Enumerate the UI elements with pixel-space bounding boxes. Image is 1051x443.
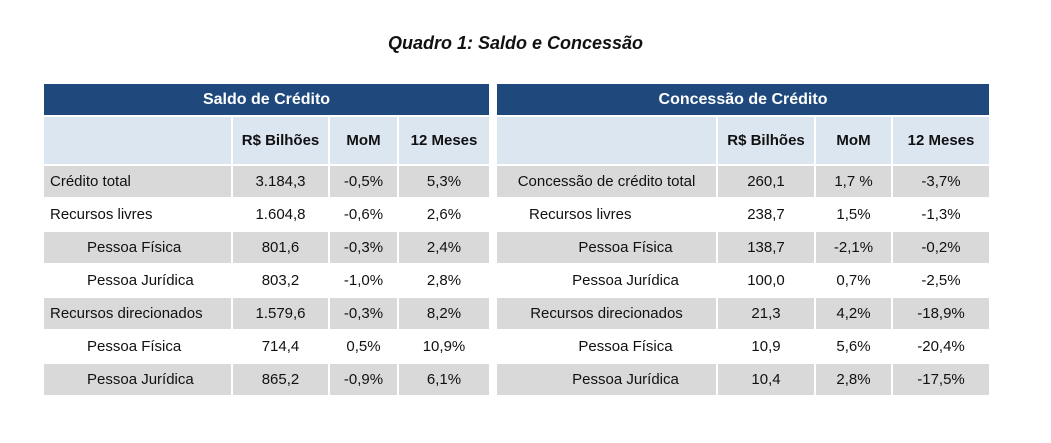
- cell-12-meses: -0,2%: [893, 232, 989, 263]
- table-row: Recursos direcionados 1.579,6 -0,3% 8,2%: [44, 298, 489, 329]
- row-label: Pessoa Jurídica: [44, 265, 231, 296]
- table-row: Pessoa Jurídica 803,2 -1,0% 2,8%: [44, 265, 489, 296]
- row-label: Pessoa Física: [497, 331, 716, 362]
- row-label: Concessão de crédito total: [497, 166, 716, 197]
- saldo-credito-header: Saldo de Crédito: [44, 84, 489, 115]
- cell-rs-bilhoes: 801,6: [233, 232, 328, 263]
- row-label: Recursos livres: [44, 199, 231, 230]
- saldo-credito-table: Saldo de Crédito R$ Bilhões MoM 12 Meses…: [42, 82, 491, 397]
- column-header-rs-bilhoes: R$ Bilhões: [718, 117, 814, 164]
- cell-rs-bilhoes: 865,2: [233, 364, 328, 395]
- cell-12-meses: 6,1%: [399, 364, 489, 395]
- row-label: Pessoa Jurídica: [497, 265, 716, 296]
- cell-rs-bilhoes: 1.579,6: [233, 298, 328, 329]
- cell-mom: 0,7%: [816, 265, 891, 296]
- cell-mom: -1,0%: [330, 265, 397, 296]
- cell-mom: -0,9%: [330, 364, 397, 395]
- table-row: Recursos livres 238,7 1,5% -1,3%: [497, 199, 989, 230]
- row-label: Crédito total: [44, 166, 231, 197]
- row-label: Pessoa Jurídica: [497, 364, 716, 395]
- cell-12-meses: -18,9%: [893, 298, 989, 329]
- cell-12-meses: 2,6%: [399, 199, 489, 230]
- cell-rs-bilhoes: 803,2: [233, 265, 328, 296]
- table-row: Recursos direcionados 21,3 4,2% -18,9%: [497, 298, 989, 329]
- column-header-label: [497, 117, 716, 164]
- cell-rs-bilhoes: 21,3: [718, 298, 814, 329]
- cell-rs-bilhoes: 260,1: [718, 166, 814, 197]
- row-label: Pessoa Física: [44, 232, 231, 263]
- cell-rs-bilhoes: 10,9: [718, 331, 814, 362]
- cell-rs-bilhoes: 238,7: [718, 199, 814, 230]
- cell-rs-bilhoes: 138,7: [718, 232, 814, 263]
- table-row: Crédito total 3.184,3 -0,5% 5,3%: [44, 166, 489, 197]
- table-row: Recursos livres 1.604,8 -0,6% 2,6%: [44, 199, 489, 230]
- cell-12-meses: -17,5%: [893, 364, 989, 395]
- cell-mom: -0,5%: [330, 166, 397, 197]
- column-header-mom: MoM: [816, 117, 891, 164]
- table-row: Pessoa Física 138,7 -2,1% -0,2%: [497, 232, 989, 263]
- cell-12-meses: 2,4%: [399, 232, 489, 263]
- table-row: Pessoa Física 714,4 0,5% 10,9%: [44, 331, 489, 362]
- cell-12-meses: -20,4%: [893, 331, 989, 362]
- table-row: Pessoa Jurídica 10,4 2,8% -17,5%: [497, 364, 989, 395]
- row-label: Recursos direcionados: [44, 298, 231, 329]
- cell-mom: 2,8%: [816, 364, 891, 395]
- cell-mom: 0,5%: [330, 331, 397, 362]
- cell-12-meses: 5,3%: [399, 166, 489, 197]
- column-header-12-meses: 12 Meses: [399, 117, 489, 164]
- row-label: Recursos livres: [497, 199, 716, 230]
- row-label: Pessoa Física: [497, 232, 716, 263]
- cell-rs-bilhoes: 100,0: [718, 265, 814, 296]
- table-row: Concessão de crédito total 260,1 1,7 % -…: [497, 166, 989, 197]
- cell-mom: 1,7 %: [816, 166, 891, 197]
- cell-12-meses: -1,3%: [893, 199, 989, 230]
- row-label: Pessoa Física: [44, 331, 231, 362]
- cell-rs-bilhoes: 1.604,8: [233, 199, 328, 230]
- cell-12-meses: 10,9%: [399, 331, 489, 362]
- row-label: Recursos direcionados: [497, 298, 716, 329]
- cell-12-meses: -3,7%: [893, 166, 989, 197]
- cell-mom: -0,6%: [330, 199, 397, 230]
- column-header-12-meses: 12 Meses: [893, 117, 989, 164]
- table-row: Pessoa Jurídica 100,0 0,7% -2,5%: [497, 265, 989, 296]
- concessao-credito-table: Concessão de Crédito R$ Bilhões MoM 12 M…: [495, 82, 991, 397]
- column-header-mom: MoM: [330, 117, 397, 164]
- cell-mom: 4,2%: [816, 298, 891, 329]
- table-row: Pessoa Jurídica 865,2 -0,9% 6,1%: [44, 364, 489, 395]
- cell-12-meses: 8,2%: [399, 298, 489, 329]
- row-label: Pessoa Jurídica: [44, 364, 231, 395]
- column-header-rs-bilhoes: R$ Bilhões: [233, 117, 328, 164]
- table-row: Pessoa Física 801,6 -0,3% 2,4%: [44, 232, 489, 263]
- cell-rs-bilhoes: 714,4: [233, 331, 328, 362]
- cell-mom: -0,3%: [330, 298, 397, 329]
- page-title: Quadro 1: Saldo e Concessão: [387, 33, 644, 53]
- cell-mom: -2,1%: [816, 232, 891, 263]
- cell-rs-bilhoes: 3.184,3: [233, 166, 328, 197]
- concessao-credito-header: Concessão de Crédito: [497, 84, 989, 115]
- table-row: Pessoa Física 10,9 5,6% -20,4%: [497, 331, 989, 362]
- cell-mom: 1,5%: [816, 199, 891, 230]
- cell-12-meses: 2,8%: [399, 265, 489, 296]
- column-header-label: [44, 117, 231, 164]
- cell-rs-bilhoes: 10,4: [718, 364, 814, 395]
- cell-mom: -0,3%: [330, 232, 397, 263]
- cell-mom: 5,6%: [816, 331, 891, 362]
- cell-12-meses: -2,5%: [893, 265, 989, 296]
